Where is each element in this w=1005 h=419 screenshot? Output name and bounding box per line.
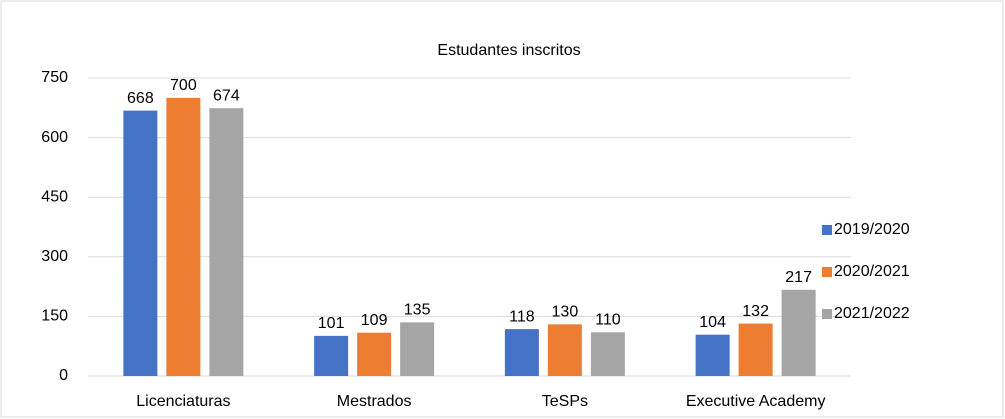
bar <box>695 334 730 376</box>
data-label: 130 <box>552 304 579 321</box>
data-label: 700 <box>170 77 197 94</box>
y-tick-label: 450 <box>41 188 68 205</box>
bar <box>209 108 244 377</box>
y-tick-label: 300 <box>41 248 68 265</box>
legend-label: 2019/2020 <box>834 221 910 238</box>
bar <box>123 110 158 377</box>
data-label: 109 <box>361 312 388 329</box>
data-label: 118 <box>509 308 535 325</box>
data-label: 104 <box>699 314 726 331</box>
y-tick-label: 0 <box>59 367 68 384</box>
data-label: 110 <box>595 312 621 329</box>
bar <box>738 323 773 376</box>
legend-swatch <box>822 309 832 319</box>
legend-label: 2021/2022 <box>834 305 910 322</box>
x-tick-label: TeSPs <box>542 393 588 410</box>
bar <box>590 332 625 376</box>
legend-swatch <box>822 225 832 235</box>
legend-swatch <box>822 267 832 277</box>
data-label: 135 <box>404 302 431 319</box>
data-label: 101 <box>318 315 345 332</box>
chart-title: Estudantes inscritos <box>437 42 580 59</box>
y-tick-label: 150 <box>41 308 68 325</box>
legend-label: 2020/2021 <box>834 263 910 280</box>
data-label: 217 <box>785 269 812 286</box>
y-tick-label: 750 <box>41 69 68 86</box>
bar <box>547 324 582 376</box>
bar <box>357 332 392 376</box>
data-label: 674 <box>213 87 240 104</box>
x-tick-label: Mestrados <box>337 393 412 410</box>
y-tick-label: 600 <box>41 129 68 146</box>
data-label: 132 <box>742 303 769 320</box>
bar <box>314 335 349 376</box>
bar <box>400 322 435 376</box>
bar <box>781 289 816 376</box>
data-label: 668 <box>127 90 154 107</box>
bar <box>504 329 539 376</box>
x-tick-label: Licenciaturas <box>136 393 230 410</box>
bar <box>166 97 201 376</box>
x-tick-label: Executive Academy <box>686 393 826 410</box>
